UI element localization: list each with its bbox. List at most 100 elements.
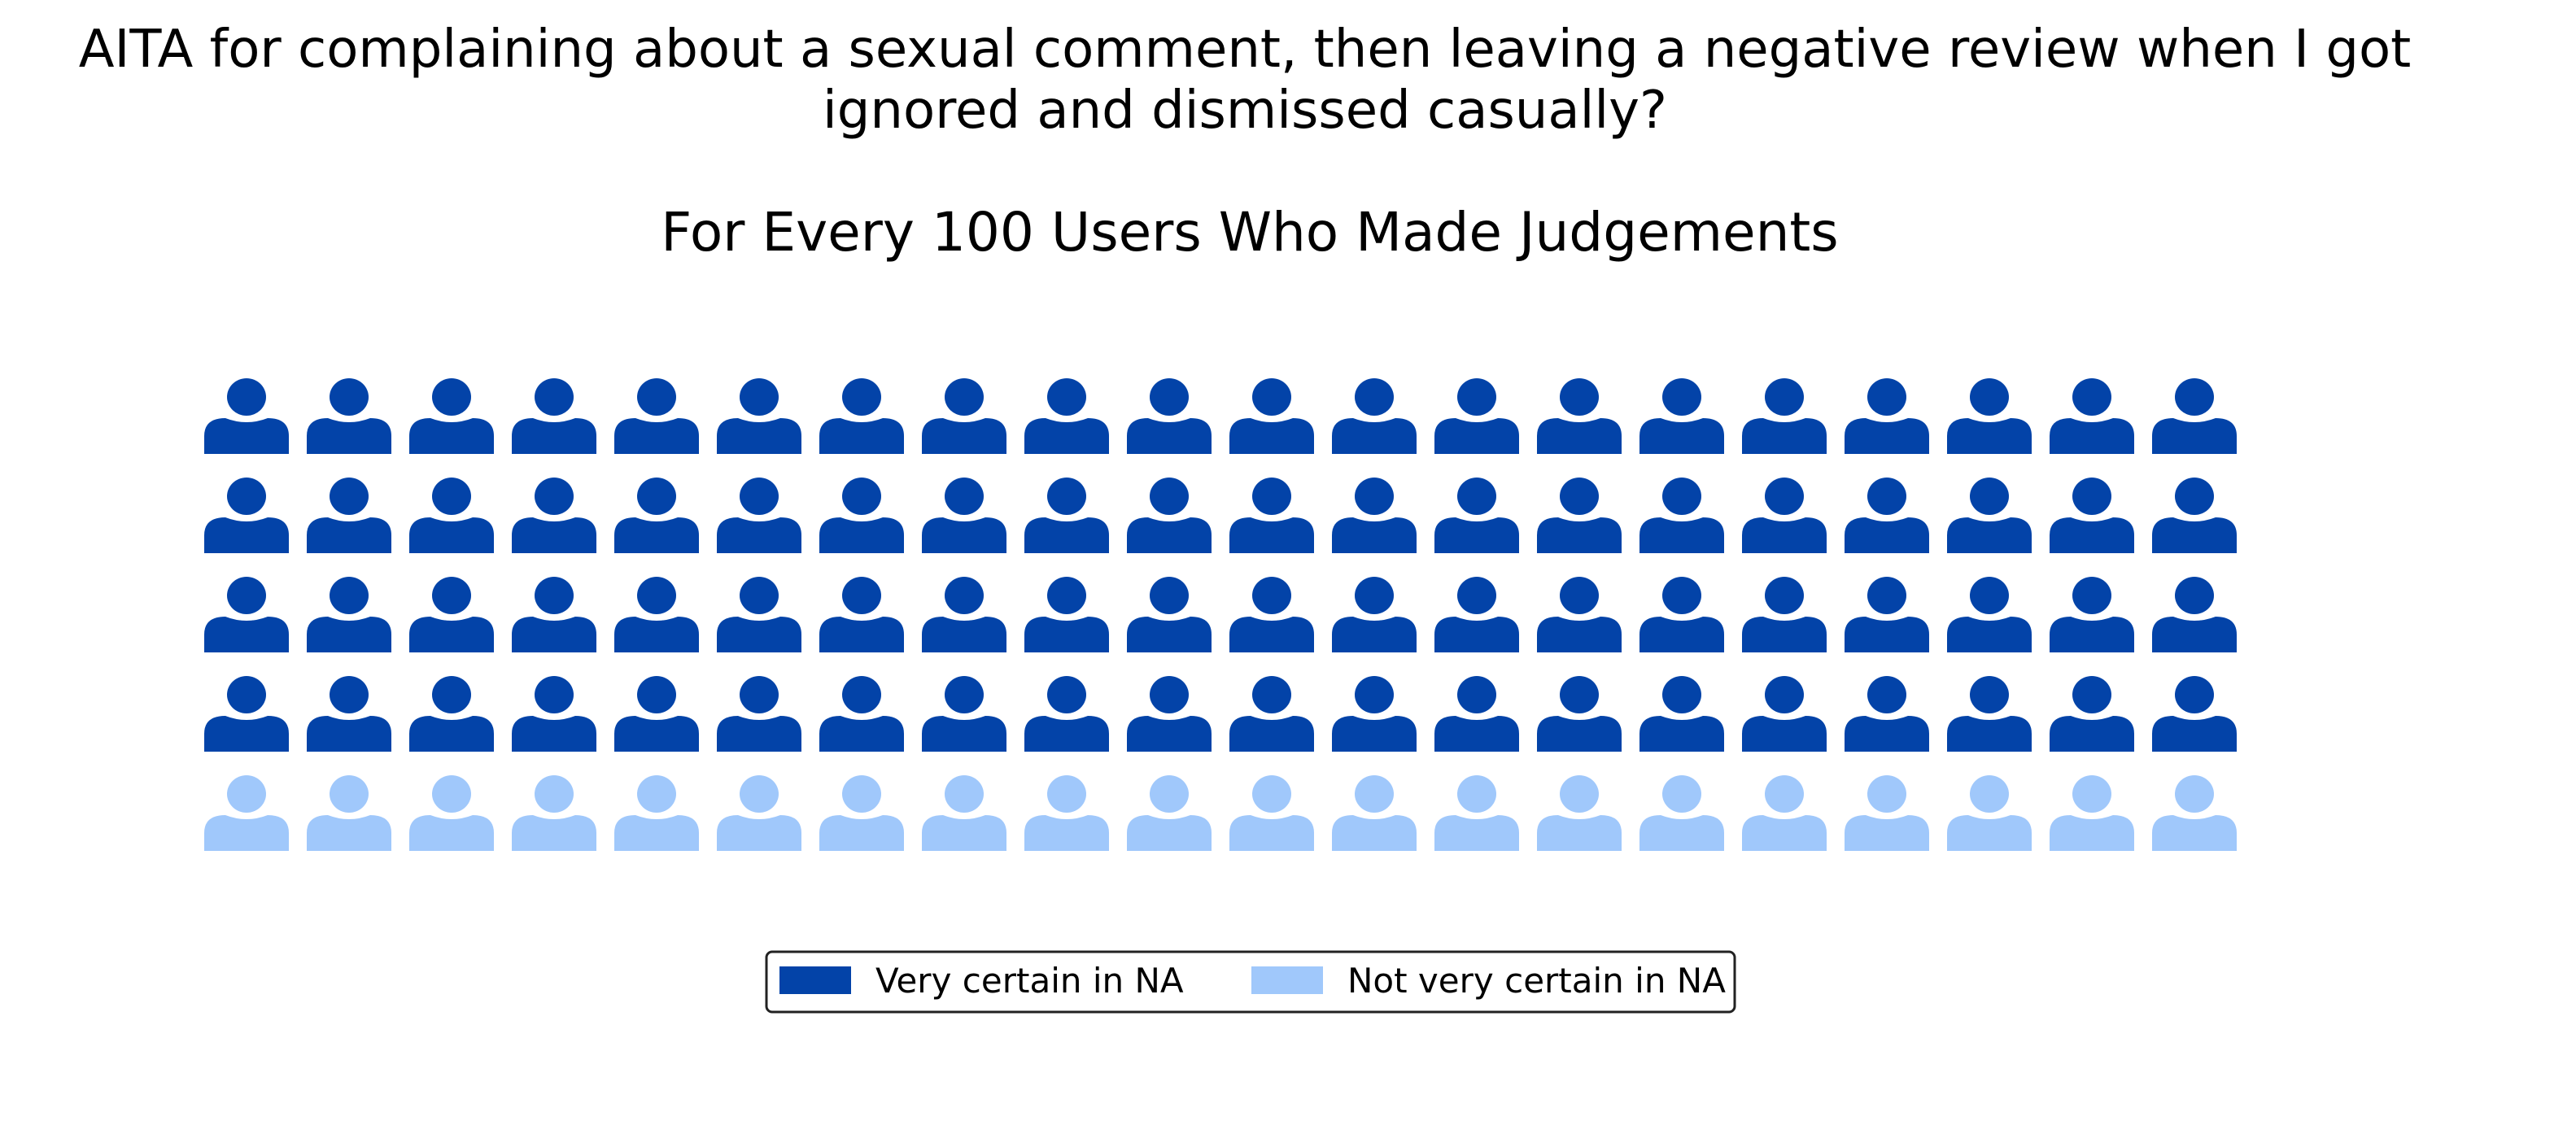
person-icon [307, 775, 391, 851]
person-icon [1845, 775, 1929, 851]
chart-subtitle: For Every 100 Users Who Made Judgements [661, 201, 1838, 264]
person-icon [409, 775, 494, 851]
person-icon [307, 378, 391, 454]
person-icon [307, 577, 391, 652]
person-icon [2050, 577, 2134, 652]
person-icon [1742, 577, 1827, 652]
person-icon [204, 378, 289, 454]
chart-title-line-2: ignored and dismissed casually? [823, 81, 1667, 141]
person-icon [512, 775, 596, 851]
legend-label-not-very-certain: Not very certain in NA [1347, 961, 1726, 1001]
person-icon [409, 577, 494, 652]
person-icon [1332, 577, 1417, 652]
person-icon [2152, 676, 2237, 752]
person-icon [1434, 577, 1519, 652]
person-icon [512, 577, 596, 652]
person-icon [409, 676, 494, 752]
person-icon [409, 478, 494, 553]
person-icon [1845, 478, 1929, 553]
person-icon [922, 478, 1006, 553]
legend-swatch-very-certain [779, 966, 851, 994]
person-icon [1537, 775, 1622, 851]
person-icon [512, 676, 596, 752]
person-icon [922, 775, 1006, 851]
legend-label-very-certain: Very certain in NA [875, 961, 1184, 1001]
legend-swatch-not-very-certain [1251, 966, 1323, 994]
person-icon [1229, 676, 1314, 752]
person-icon [307, 676, 391, 752]
person-icon [2152, 775, 2237, 851]
person-icon [1947, 478, 2032, 553]
person-icon [1332, 775, 1417, 851]
person-icon [819, 577, 904, 652]
person-icon [1127, 577, 1212, 652]
person-icon [1229, 378, 1314, 454]
person-icon [1127, 378, 1212, 454]
person-icon [717, 577, 801, 652]
person-icon [2050, 378, 2134, 454]
person-icon [922, 676, 1006, 752]
person-icon [1537, 378, 1622, 454]
person-icon [2050, 478, 2134, 553]
person-icon [717, 775, 801, 851]
person-icon [2050, 676, 2134, 752]
person-icon [1024, 478, 1109, 553]
person-icon [409, 378, 494, 454]
person-icon [1434, 775, 1519, 851]
person-icon [1332, 478, 1417, 553]
person-icon [614, 676, 699, 752]
person-icon [1845, 378, 1929, 454]
person-icon [307, 478, 391, 553]
person-icon [1229, 775, 1314, 851]
person-icon [614, 478, 699, 553]
person-icon [1332, 676, 1417, 752]
person-icon [204, 478, 289, 553]
person-icon [819, 676, 904, 752]
person-icon [1639, 775, 1724, 851]
person-icon [922, 577, 1006, 652]
person-icon [1024, 676, 1109, 752]
person-icon [512, 378, 596, 454]
person-icon [1742, 478, 1827, 553]
person-icon [1332, 378, 1417, 454]
person-icon [1024, 577, 1109, 652]
person-icon [1742, 775, 1827, 851]
legend-frame [765, 950, 1736, 1014]
person-icon [1947, 577, 2032, 652]
person-icon [819, 775, 904, 851]
person-icon [1845, 577, 1929, 652]
person-icon [1229, 478, 1314, 553]
person-icon [1639, 378, 1724, 454]
person-icon [1947, 775, 2032, 851]
person-icon [204, 775, 289, 851]
person-icon [717, 478, 801, 553]
person-icon [1127, 478, 1212, 553]
person-icon [1742, 378, 1827, 454]
person-icon [512, 478, 596, 553]
person-icon [1434, 378, 1519, 454]
person-icon [1127, 775, 1212, 851]
person-icon [1434, 478, 1519, 553]
person-icon [2050, 775, 2134, 851]
person-icon [1639, 676, 1724, 752]
person-icon [922, 378, 1006, 454]
person-icon [1947, 676, 2032, 752]
person-icon [2152, 577, 2237, 652]
person-icon [717, 378, 801, 454]
legend: Very certain in NA Not very certain in N… [765, 950, 1736, 1014]
person-icon [1845, 676, 1929, 752]
person-icon [1537, 676, 1622, 752]
person-icon [1229, 577, 1314, 652]
person-icon [1024, 775, 1109, 851]
person-icon [1537, 478, 1622, 553]
chart-title-line-1: AITA for complaining about a sexual comm… [79, 20, 2412, 80]
person-icon [717, 676, 801, 752]
person-icon [1024, 378, 1109, 454]
person-icon [819, 478, 904, 553]
person-icon [614, 775, 699, 851]
person-icon [614, 378, 699, 454]
person-icon [204, 577, 289, 652]
person-icon [819, 378, 904, 454]
person-icon [1434, 676, 1519, 752]
